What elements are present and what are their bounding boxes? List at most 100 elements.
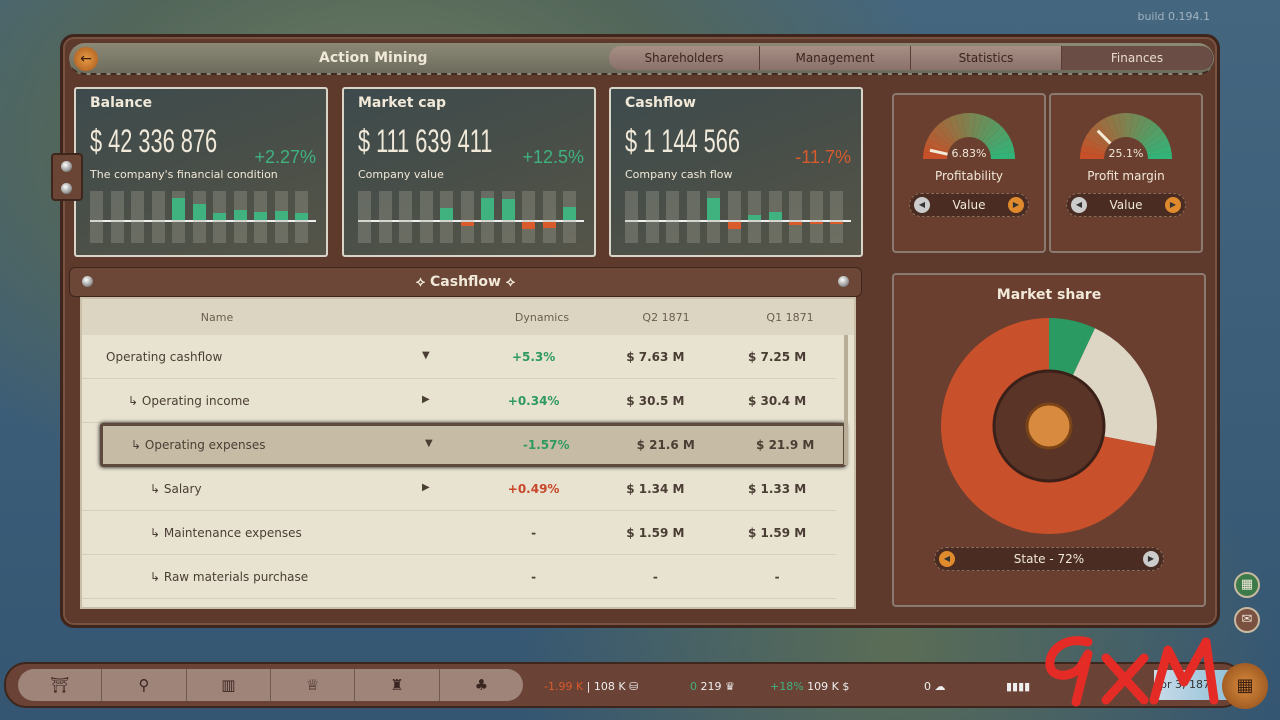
gauge-segment (931, 126, 954, 147)
gauge-segment (989, 144, 1015, 156)
row-name: Maintenance expenses (163, 525, 302, 540)
rivet-icon (82, 276, 93, 287)
sparkline-bar-bg (131, 191, 144, 243)
row-q1: $ 1.33 M (747, 481, 807, 496)
row-name-cell: ↳ Operating income ▶ (82, 394, 475, 408)
trophy-icon[interactable]: ♕ (271, 669, 356, 701)
col-q1[interactable]: Q1 1871 (766, 310, 814, 324)
gauge-label: Profitability (934, 169, 1004, 183)
person-icon[interactable]: ♜ (355, 669, 440, 701)
table-row[interactable]: ↳ Operating income ▶ +0.34% $ 30.5 M $ 3… (82, 379, 836, 423)
gauge-segment (1080, 151, 1105, 159)
sparkline-bar-bg (419, 191, 433, 243)
expand-icon[interactable]: ▶ (422, 393, 430, 405)
gauge-segment (1141, 126, 1164, 147)
gauge-segment (928, 131, 952, 150)
ledger-button[interactable]: ▦ (1234, 572, 1260, 598)
sparkline-bar (213, 213, 226, 220)
cashflow-card: Cashflow $ 1 144 566 -11.7% Company cash… (609, 87, 863, 257)
col-name[interactable]: Name (200, 310, 234, 324)
sparkline-bar-bg (399, 191, 412, 243)
cashflow-table: Name Dynamics Q2 1871 Q1 1871 Operating … (80, 297, 856, 609)
collapse-icon[interactable]: ▼ (422, 349, 430, 361)
row-q2: $ 30.5 M (626, 393, 685, 408)
other-share-slice[interactable] (1072, 328, 1157, 447)
gauge-segment (984, 126, 1007, 147)
gauge-segment (1138, 121, 1159, 144)
prev-arrow-icon[interactable]: ◀ (1071, 197, 1087, 213)
table-row[interactable]: Operating cashflow ▼ +5.3% $ 7.63 M $ 7.… (82, 335, 836, 379)
prev-arrow-icon[interactable]: ◀ (914, 197, 930, 213)
tree-icon[interactable]: ♣ (474, 676, 489, 694)
company-share-slice[interactable] (1049, 318, 1095, 377)
sparkline-bar (768, 212, 782, 220)
child-arrow-icon: ↳ (128, 393, 142, 408)
map-icon[interactable]: ⚲ (102, 669, 187, 701)
card-title: Cashflow (625, 95, 696, 111)
sparkline-bar-bg (666, 191, 679, 243)
money-change: -1.99 K (544, 680, 584, 693)
market-share-donut (941, 318, 1157, 534)
gauge-segment (1082, 138, 1107, 153)
sparkline-bar-bg (789, 191, 802, 243)
mail-button[interactable]: ✉ (1234, 607, 1260, 633)
state-share-slice[interactable] (941, 318, 1156, 534)
selector-value: Value (1109, 198, 1143, 212)
dollar-icon: $ (842, 680, 850, 693)
income-change: +18% (770, 680, 804, 693)
gauge-segment (1147, 151, 1172, 159)
child-arrow-icon: ↳ (150, 525, 164, 540)
table-row[interactable]: ↳ Salary ▶ +0.49% $ 1.34 M $ 1.33 M (82, 467, 836, 511)
tab-management[interactable]: Management (760, 46, 911, 70)
row-q2: $ 21.6 M (636, 438, 695, 452)
factory-icon[interactable]: ▥ (187, 669, 271, 701)
gauge-segment (936, 121, 957, 144)
government-icon[interactable]: ⛩ (18, 669, 103, 701)
sparkline-bar (460, 222, 474, 227)
row-dynamics: - (531, 569, 537, 584)
row-dynamics: - (531, 525, 537, 540)
sparkline-bar-bg (460, 191, 474, 243)
gauge-segment (923, 151, 948, 159)
table-row[interactable]: ↳ Operating expenses ▼ -1.57% $ 21.6 M $… (100, 423, 846, 467)
table-header: Name Dynamics Q2 1871 Q1 1871 (82, 299, 854, 335)
col-q2[interactable]: Q2 1871 (642, 310, 690, 324)
market-share-panel: Market share ◀ State - 72% ▶ (892, 273, 1206, 607)
sparkline-bar (192, 203, 206, 220)
gauge-segment (1098, 118, 1117, 142)
sparkline-bar-bg (686, 191, 700, 243)
row-name: Operating expenses (144, 438, 266, 452)
row-q2: $ 1.34 M (626, 481, 685, 496)
tab-finances[interactable]: Finances (1062, 46, 1213, 70)
row-q2: $ 7.63 M (626, 349, 685, 364)
profitability-gauge: 6.83% Profitability ◀ Value ▶ (892, 93, 1046, 253)
row-dynamics: -1.57% (522, 438, 570, 452)
calendar-button[interactable]: ▦ (1222, 663, 1268, 709)
next-arrow-icon[interactable]: ▶ (1008, 197, 1024, 213)
cake-icon[interactable] (1025, 402, 1073, 450)
sparkline-bar-bg (110, 191, 124, 243)
next-arrow-icon[interactable]: ▶ (1143, 551, 1159, 567)
table-row[interactable]: ↳ Maintenance expenses - $ 1.59 M $ 1.59… (82, 511, 836, 555)
sparkline-bar (233, 210, 247, 220)
sparkline-bar (440, 207, 453, 220)
sparkline-bar-bg (645, 191, 659, 243)
tab-statistics[interactable]: Statistics (911, 46, 1062, 70)
collapse-icon[interactable]: ▼ (425, 438, 433, 449)
speed-icon[interactable]: ▮▮▮▮ (1006, 680, 1031, 693)
next-arrow-icon[interactable]: ▶ (1165, 197, 1181, 213)
sparkline-bar (563, 206, 576, 220)
expand-icon[interactable]: ▶ (422, 481, 430, 493)
row-handle[interactable] (51, 153, 83, 201)
tab-shareholders[interactable]: Shareholders (609, 46, 760, 70)
table-row[interactable]: ↳ Raw materials purchase - - - (82, 555, 836, 599)
company-window: ← Action Mining Shareholders Management … (51, 34, 1220, 628)
row-name: Operating income (141, 393, 250, 408)
col-dynamics[interactable]: Dynamics (514, 310, 570, 324)
prev-arrow-icon[interactable]: ◀ (939, 551, 955, 567)
scrollbar[interactable] (844, 335, 848, 465)
back-button[interactable]: ← (74, 47, 98, 71)
row-dynamics: +5.3% (511, 349, 556, 364)
row-q1: $ 1.59 M (747, 525, 807, 540)
row-dynamics: +0.34% (507, 393, 560, 408)
